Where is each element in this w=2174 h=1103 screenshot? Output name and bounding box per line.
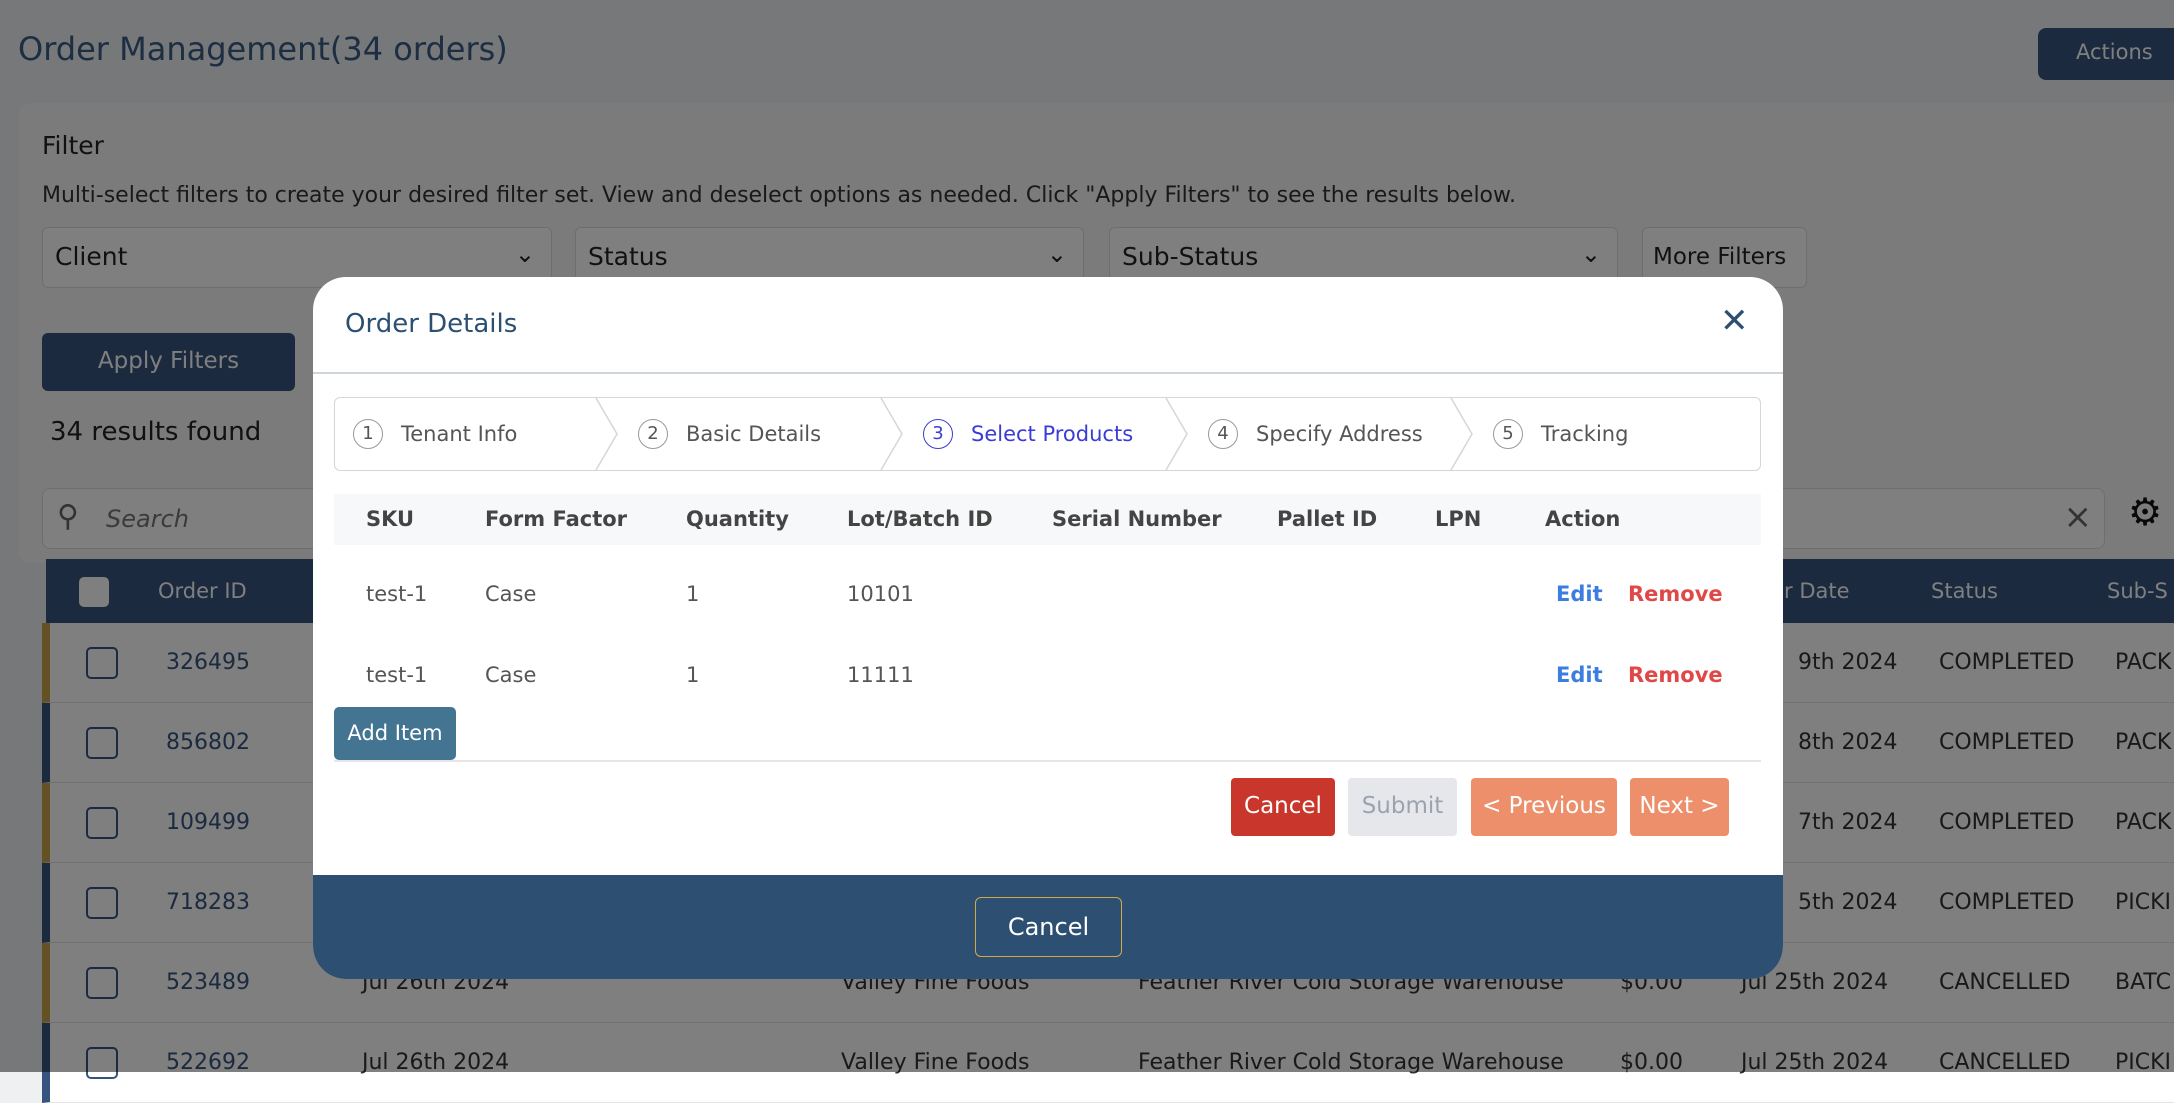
footer-cancel-button[interactable]: Cancel [975, 897, 1122, 957]
edit-link[interactable]: Edit [1556, 582, 1603, 606]
quantity: 1 [686, 582, 700, 606]
divider [313, 372, 1783, 374]
column-header: Quantity [686, 507, 789, 531]
column-header: Lot/Batch ID [847, 507, 993, 531]
step-separator [595, 397, 619, 471]
column-header: Action [1545, 507, 1621, 531]
edit-link[interactable]: Edit [1556, 663, 1603, 687]
sku: test-1 [366, 582, 428, 606]
modal-footer: Cancel [313, 875, 1783, 979]
modal-title: Order Details [345, 309, 518, 339]
items-table-header: SKU Form Factor Quantity Lot/Batch ID Serial… [334, 494, 1761, 545]
step-label: Tenant Info [401, 422, 518, 446]
column-header: Form Factor [485, 507, 628, 531]
column-header: Pallet ID [1277, 507, 1378, 531]
close-icon[interactable]: ✕ [1720, 301, 1749, 341]
column-header: Serial Number [1052, 507, 1222, 531]
next-button[interactable]: Next > [1630, 778, 1729, 836]
form-factor: Case [485, 582, 537, 606]
step-label: Basic Details [686, 422, 822, 446]
cancel-button[interactable]: Cancel [1231, 778, 1335, 836]
step-number: 2 [638, 419, 668, 449]
step-number: 4 [1208, 419, 1238, 449]
column-header: LPN [1435, 507, 1482, 531]
previous-button[interactable]: < Previous [1471, 778, 1617, 836]
step-tracking[interactable]: 5 Tracking [1493, 398, 1628, 470]
step-separator [1165, 397, 1189, 471]
lot-batch-id: 11111 [847, 663, 914, 687]
step-select-products[interactable]: 3 Select Products [923, 398, 1133, 470]
step-specify-address[interactable]: 4 Specify Address [1208, 398, 1423, 470]
order-details-modal: Order Details ✕ 1 Tenant Info 2 Basic Detai… [313, 277, 1783, 979]
step-tenant-info[interactable]: 1 Tenant Info [353, 398, 517, 470]
stepper: 1 Tenant Info 2 Basic Details 3 Select Produc… [334, 397, 1761, 471]
submit-button[interactable]: Submit [1348, 778, 1457, 836]
step-label: Specify Address [1256, 422, 1423, 446]
step-basic-details[interactable]: 2 Basic Details [638, 398, 821, 470]
step-label: Select Products [971, 422, 1134, 446]
column-header: SKU [366, 507, 415, 531]
step-separator [880, 397, 904, 471]
step-label: Tracking [1541, 422, 1629, 446]
sku: test-1 [366, 663, 428, 687]
step-number: 1 [353, 419, 383, 449]
lot-batch-id: 10101 [847, 582, 914, 606]
add-item-button[interactable]: Add Item [334, 707, 456, 760]
item-row: test-1 Case 1 11111 Edit Remove [334, 647, 1761, 707]
quantity: 1 [686, 663, 700, 687]
remove-link[interactable]: Remove [1628, 582, 1723, 606]
step-separator [1450, 397, 1474, 471]
form-factor: Case [485, 663, 537, 687]
remove-link[interactable]: Remove [1628, 663, 1723, 687]
divider [334, 760, 1761, 762]
step-number: 3 [923, 419, 953, 449]
step-number: 5 [1493, 419, 1523, 449]
item-row: test-1 Case 1 10101 Edit Remove [334, 566, 1761, 626]
